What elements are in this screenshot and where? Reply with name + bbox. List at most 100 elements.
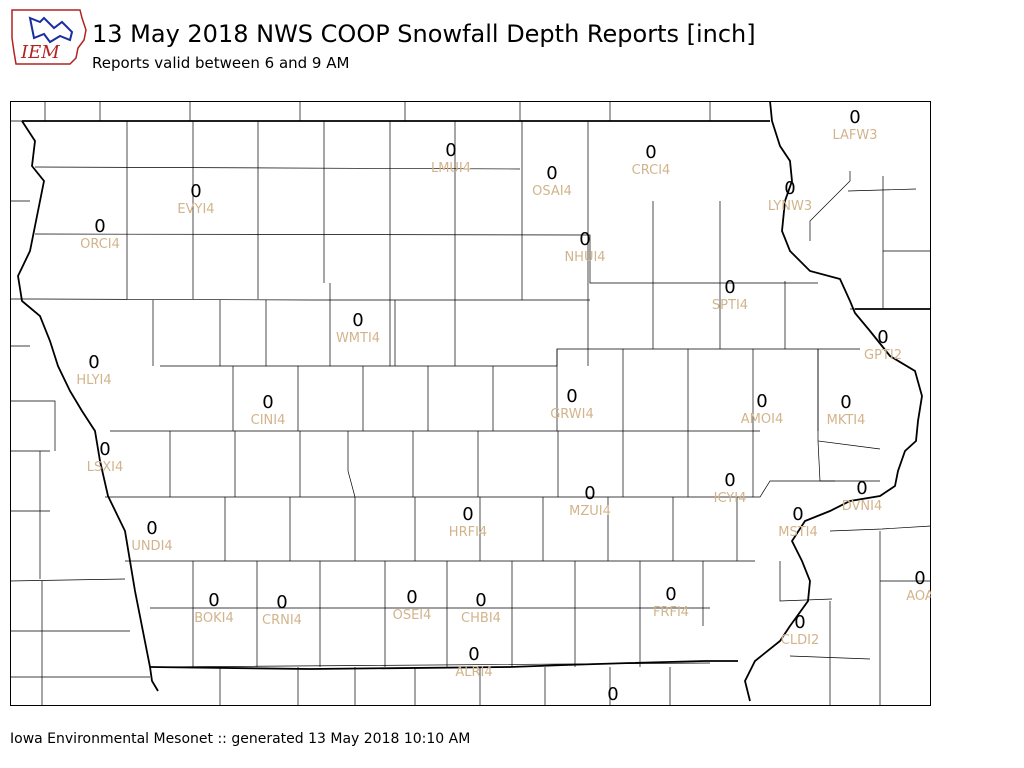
station-value: 0 (849, 107, 860, 128)
station-value: 0 (724, 470, 735, 491)
station-value: 0 (840, 392, 851, 413)
station-value: 0 (475, 590, 486, 611)
station-value: 0 (445, 140, 456, 161)
station-dowm7: 0DOWM7 (587, 684, 640, 706)
station-label: AMOI4 (741, 412, 783, 427)
station-value: 0 (724, 277, 735, 298)
station-label: ORCI4 (80, 237, 120, 252)
station-value: 0 (262, 392, 273, 413)
station-value: 0 (566, 386, 577, 407)
station-label: CLDI2 (781, 633, 819, 648)
station-label: CINI4 (251, 413, 286, 428)
station-label: MZUI4 (569, 504, 611, 519)
station-label: LSXI4 (87, 460, 124, 475)
station-label: CRNI4 (262, 613, 302, 628)
map-frame (10, 101, 931, 706)
station-value: 0 (406, 587, 417, 608)
station-label: GPTI2 (864, 348, 902, 363)
station-label: WMTI4 (336, 331, 380, 346)
station-label: HRFI4 (449, 525, 487, 540)
station-label: LAFW3 (832, 128, 877, 143)
iowa-state-logo-icon: IEM (11, 9, 87, 65)
county-boundaries (10, 101, 931, 706)
station-value: 0 (352, 310, 363, 331)
station-value: 0 (877, 327, 888, 348)
station-value: 0 (579, 229, 590, 250)
snowfall-map: 0 LAFW3 0 LMUI4 0 CRCI4 0 OSAI4 0 LYNW3 0 EVYI4 0 ORC… (10, 101, 931, 706)
station-label: SPTI4 (712, 298, 748, 313)
station-label: ALRI4 (455, 665, 492, 680)
station-label: ICYI4 (714, 491, 747, 506)
station-value: 0 (856, 478, 867, 499)
iem-logo: IEM (10, 8, 88, 66)
station-value: 0 (146, 518, 157, 539)
station-label: DVNI4 (842, 499, 883, 514)
station-label: CHBI4 (461, 611, 501, 626)
station-label: BOKI4 (194, 611, 234, 626)
station-label: OSAI4 (532, 184, 572, 199)
station-label: DOWM7 (587, 705, 640, 706)
station-value: 0 (546, 163, 557, 184)
station-value: 0 (99, 439, 110, 460)
page-subtitle: Reports valid between 6 and 9 AM (92, 54, 350, 72)
station-label: LYNW3 (768, 199, 812, 214)
station-label: GRWI4 (550, 407, 594, 422)
station-value: 0 (756, 391, 767, 412)
station-value: 0 (784, 178, 795, 199)
station-value: 0 (792, 504, 803, 525)
station-label: MSTI4 (778, 525, 818, 540)
station-label: OSEI4 (393, 608, 432, 623)
page-title: 13 May 2018 NWS COOP Snowfall Depth Repo… (92, 20, 756, 48)
station-value: 0 (607, 684, 618, 705)
station-label: AOA (906, 589, 931, 604)
station-value: 0 (88, 352, 99, 373)
footer-credit: Iowa Environmental Mesonet :: generated … (10, 731, 471, 747)
station-value: 0 (462, 504, 473, 525)
station-value: 0 (645, 142, 656, 163)
station-label: CRCI4 (632, 163, 671, 178)
station-label: HLYI4 (76, 373, 111, 388)
state-boundaries (17, 101, 931, 702)
station-label: NHUI4 (564, 250, 605, 265)
station-value: 0 (276, 592, 287, 613)
station-value: 0 (94, 216, 105, 237)
station-value: 0 (190, 181, 201, 202)
station-label: FRFI4 (653, 605, 689, 620)
station-label: LMUI4 (431, 161, 471, 176)
station-value: 0 (584, 483, 595, 504)
station-value: 0 (914, 568, 925, 589)
station-label: EVYI4 (177, 202, 214, 217)
station-label: MKTI4 (827, 413, 866, 428)
station-value: 0 (208, 590, 219, 611)
